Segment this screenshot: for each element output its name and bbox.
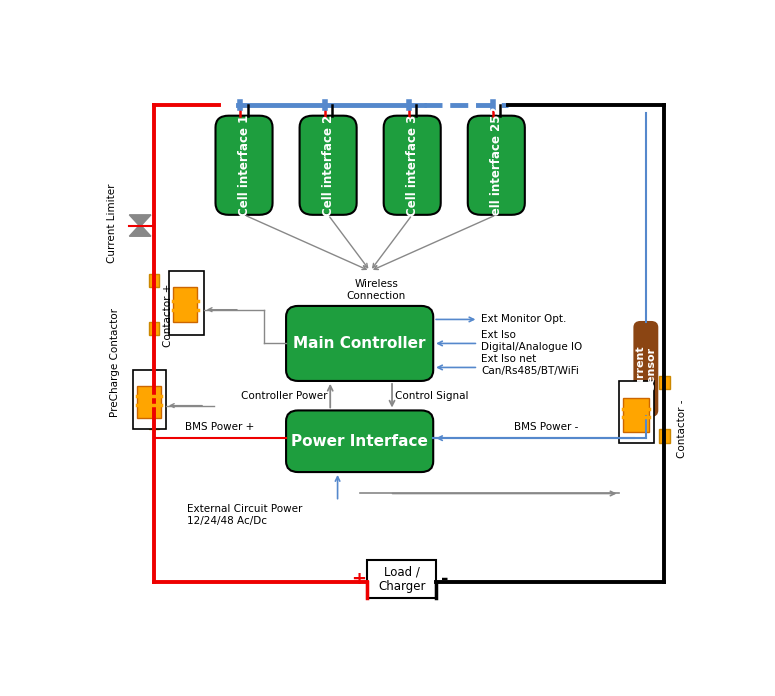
Text: Wireless
Connection: Wireless Connection <box>346 279 406 301</box>
Bar <box>149 370 160 383</box>
FancyBboxPatch shape <box>215 116 273 215</box>
Bar <box>619 381 654 443</box>
Bar <box>169 271 204 335</box>
Text: Power Interface: Power Interface <box>291 434 428 449</box>
FancyBboxPatch shape <box>384 116 441 215</box>
Text: Cell interface 1: Cell interface 1 <box>237 115 250 216</box>
FancyBboxPatch shape <box>286 306 433 381</box>
Polygon shape <box>129 225 151 236</box>
FancyBboxPatch shape <box>468 116 525 215</box>
Bar <box>149 274 160 287</box>
Bar <box>149 322 160 335</box>
Polygon shape <box>129 215 151 227</box>
Text: +: + <box>350 570 366 588</box>
Text: Current Limiter: Current Limiter <box>107 183 117 262</box>
Text: Main Controller: Main Controller <box>294 336 426 351</box>
Text: PreCharge Contactor: PreCharge Contactor <box>110 308 120 417</box>
Text: Contactor +: Contactor + <box>163 283 173 347</box>
Text: Load /
Charger: Load / Charger <box>378 565 425 593</box>
Bar <box>133 370 166 429</box>
Text: Ext Iso
Digital/Analogue IO: Ext Iso Digital/Analogue IO <box>481 330 583 351</box>
Text: Cell interface 2: Cell interface 2 <box>322 115 335 216</box>
FancyBboxPatch shape <box>635 322 657 416</box>
Text: BMS Power +: BMS Power + <box>185 422 255 432</box>
Text: External Circuit Power
12/24/48 Ac/Dc: External Circuit Power 12/24/48 Ac/Dc <box>187 504 302 525</box>
Bar <box>173 287 197 322</box>
Text: Ext Monitor Opt.: Ext Monitor Opt. <box>481 315 567 324</box>
Text: Contactor -: Contactor - <box>677 400 687 459</box>
Text: Ext Iso net
Can/Rs485/BT/WiFi: Ext Iso net Can/Rs485/BT/WiFi <box>481 354 579 376</box>
Bar <box>149 416 160 429</box>
Text: -: - <box>442 570 449 588</box>
Bar <box>659 429 670 443</box>
Bar <box>367 560 436 598</box>
FancyBboxPatch shape <box>286 411 433 472</box>
Text: Controller Power: Controller Power <box>241 390 327 401</box>
Text: Control Signal: Control Signal <box>395 390 469 401</box>
Text: BMS Power -: BMS Power - <box>514 422 578 432</box>
Bar <box>659 376 670 389</box>
FancyBboxPatch shape <box>300 116 356 215</box>
Bar <box>136 386 160 418</box>
Bar <box>623 398 649 432</box>
Text: Cell interface 3: Cell interface 3 <box>405 115 418 216</box>
Text: Cell interface 252: Cell interface 252 <box>490 106 503 224</box>
Text: Current
Sensor: Current Sensor <box>635 345 656 393</box>
